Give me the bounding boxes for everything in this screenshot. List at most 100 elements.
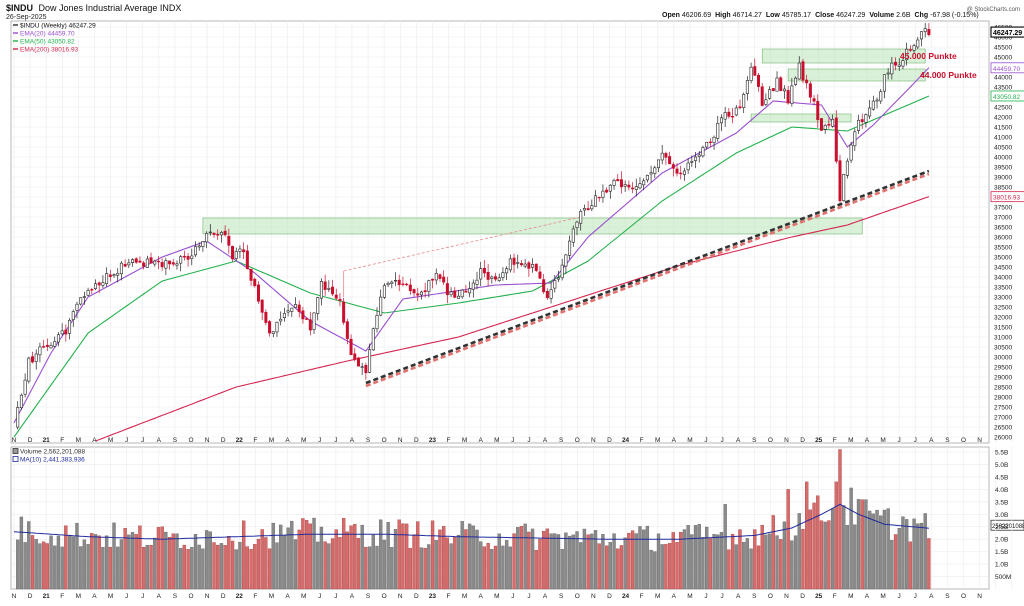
candles [16, 22, 931, 430]
candle-up [190, 255, 194, 259]
price-tick-label: 27500 [994, 405, 1012, 412]
volume-bar [567, 535, 572, 590]
volume-bar [86, 543, 90, 590]
candle-down [675, 168, 679, 174]
volume-bar [390, 547, 394, 590]
x-tick-label: F [640, 437, 644, 444]
candle-up [508, 258, 512, 271]
candle-up [34, 353, 38, 362]
candle-up [853, 131, 857, 147]
volume-bar [101, 546, 105, 590]
x-tick-label: N [398, 437, 403, 444]
x-tick-label: F [833, 593, 837, 600]
candle-up [871, 100, 875, 110]
candle-up [316, 297, 320, 314]
candle-up [460, 289, 464, 298]
volume-bar [508, 546, 512, 590]
candle-up [923, 28, 927, 33]
axis-tag-box [990, 26, 1024, 38]
candle-down [512, 257, 516, 265]
price-panel-frame [10, 20, 990, 444]
volume-bar [412, 534, 416, 590]
price-tick-label: 26500 [994, 425, 1012, 432]
candle-down [31, 356, 35, 363]
volume-bar [867, 510, 872, 590]
volume-bar [445, 537, 450, 590]
candle-up [694, 156, 698, 161]
candle-down [605, 189, 609, 193]
x-tick-label: M [269, 593, 274, 600]
candle-down [619, 179, 623, 188]
candle-down [331, 286, 335, 295]
candle-up [468, 288, 472, 294]
volume-bar [212, 542, 216, 590]
x-tick-label: S [752, 593, 757, 600]
volume-bar [130, 532, 135, 590]
price-tick-label: 41500 [994, 125, 1012, 132]
candle-up [890, 62, 894, 75]
candle-up [901, 60, 905, 67]
candle-down [260, 299, 264, 313]
x-tick-label: S [945, 593, 950, 600]
candle-up [271, 331, 275, 334]
x-tick-label: A [672, 437, 677, 444]
volume-bar [116, 546, 120, 590]
candle-up [275, 321, 279, 333]
volume-bar [186, 549, 190, 590]
volume-bar [793, 535, 798, 590]
volume-bar [679, 532, 683, 590]
price-tick-label: 35000 [994, 255, 1012, 262]
volume-bar [782, 521, 787, 590]
candle-down [227, 235, 231, 246]
volume-bar [245, 546, 250, 590]
x-tick-label: O [768, 437, 773, 444]
volume-bar [901, 516, 905, 590]
volume-bar [382, 539, 387, 590]
candle-down [156, 260, 160, 263]
volume-bar [512, 533, 516, 590]
volume-bar [64, 525, 68, 590]
volume-bar [297, 529, 301, 590]
candle-down [827, 123, 831, 126]
volume-ma [13, 503, 929, 540]
x-tick-label: M [301, 437, 306, 444]
volume-bar [216, 544, 220, 590]
volume-bar [179, 548, 183, 590]
candle-up [119, 262, 123, 275]
volume-bar [730, 534, 735, 590]
x-tick-label: M [108, 437, 113, 444]
x-tick-label: 25 [815, 437, 823, 444]
volume-bar [604, 545, 609, 590]
x-tick-label: M [655, 437, 660, 444]
candle-up [312, 312, 316, 330]
symbol-label: $INDU Dow Jones Industrial Average INDX [6, 3, 181, 13]
candle-up [205, 233, 209, 243]
candle-up [53, 341, 57, 347]
price-tick-label: 42500 [994, 105, 1012, 112]
volume-bar [182, 544, 187, 590]
x-tick-label: D [221, 593, 226, 600]
candle-up [638, 183, 642, 189]
volume-bar [819, 520, 824, 590]
x-tick-label: M [655, 593, 660, 600]
candle-down [464, 290, 468, 293]
x-tick-label: J [141, 437, 144, 444]
x-tick-label: J [318, 593, 321, 600]
chart-date: 26-Sep-2025 [6, 14, 47, 21]
price-tick-label: 30500 [994, 345, 1012, 352]
candle-up [560, 264, 564, 279]
candle-down [42, 346, 46, 348]
x-tick-label: N [205, 593, 210, 600]
candle-up [719, 117, 723, 124]
candle-up [690, 160, 694, 163]
volume-bar [286, 527, 290, 590]
volume-bar [764, 534, 768, 590]
volume-bar [223, 545, 227, 590]
price-tick-label: 31500 [994, 325, 1012, 332]
volume-bar [830, 508, 835, 590]
volume-tick-label: 2.0B [995, 537, 1008, 544]
x-tick-label: M [269, 437, 274, 444]
volume-bar [449, 543, 453, 590]
x-tick-label: O [961, 593, 966, 600]
